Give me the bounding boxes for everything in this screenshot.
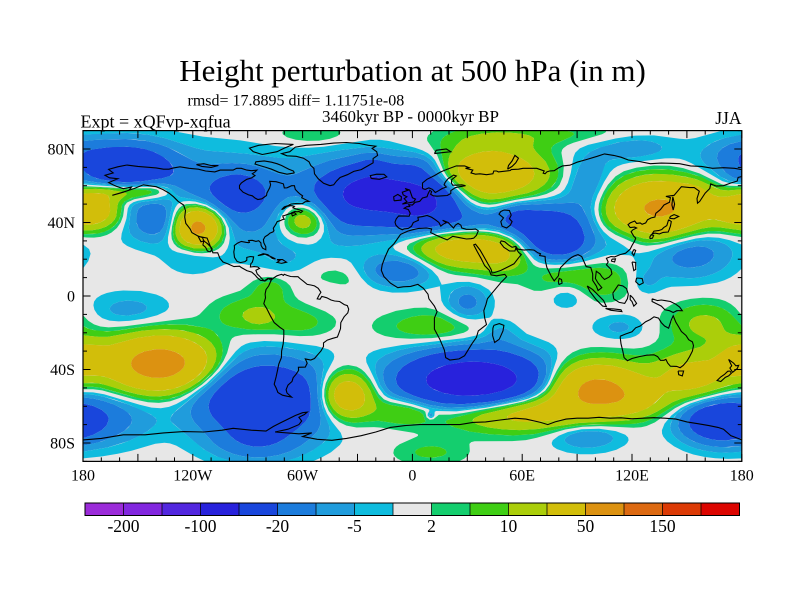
svg-text:2: 2 <box>427 516 436 536</box>
svg-text:-100: -100 <box>184 516 216 536</box>
svg-text:60E: 60E <box>509 468 535 485</box>
svg-text:Height perturbation at 500 hPa: Height perturbation at 500 hPa (in m) <box>179 53 646 88</box>
svg-text:-20: -20 <box>266 516 290 536</box>
svg-text:-5: -5 <box>347 516 362 536</box>
svg-text:180: 180 <box>71 468 95 485</box>
svg-text:-200: -200 <box>107 516 139 536</box>
svg-text:150: 150 <box>649 516 676 536</box>
svg-text:80S: 80S <box>50 435 75 452</box>
svg-text:JJA: JJA <box>715 108 742 128</box>
svg-text:rmsd= 17.8895 diff= 1.11751e-0: rmsd= 17.8895 diff= 1.11751e-08 <box>188 93 405 110</box>
svg-text:10: 10 <box>500 516 518 536</box>
svg-text:50: 50 <box>577 516 595 536</box>
svg-text:40N: 40N <box>47 215 75 232</box>
svg-text:3460kyr BP - 0000kyr BP: 3460kyr BP - 0000kyr BP <box>322 107 499 126</box>
svg-text:120E: 120E <box>615 468 649 485</box>
svg-text:0: 0 <box>67 288 75 305</box>
svg-text:Expt = xQFvp-xqfua: Expt = xQFvp-xqfua <box>81 112 231 132</box>
svg-text:180: 180 <box>730 468 754 485</box>
svg-text:60W: 60W <box>287 468 319 485</box>
svg-text:0: 0 <box>408 468 416 485</box>
svg-text:120W: 120W <box>173 468 213 485</box>
svg-text:80N: 80N <box>47 141 75 158</box>
svg-text:40S: 40S <box>50 362 75 379</box>
